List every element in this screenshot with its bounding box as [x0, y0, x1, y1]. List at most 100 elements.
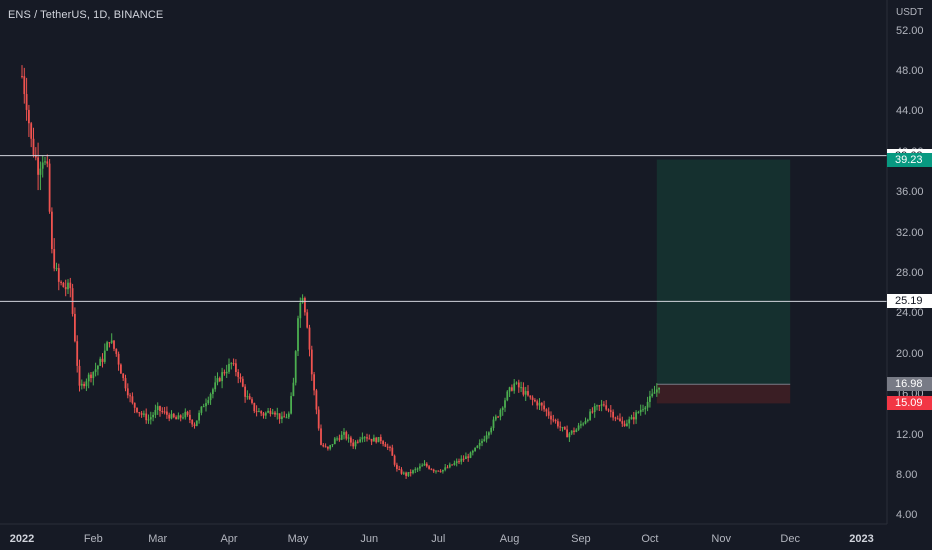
- candle-body: [494, 416, 497, 420]
- candle-body: [60, 281, 62, 283]
- candle-body: [485, 435, 488, 440]
- candle-body: [557, 421, 559, 427]
- candle-body: [421, 465, 424, 467]
- candle-body: [481, 441, 483, 443]
- candle-body: [635, 412, 637, 420]
- candle-body: [225, 371, 228, 374]
- candle-body: [396, 464, 398, 469]
- candle-body: [462, 458, 465, 460]
- candle-body: [637, 412, 640, 414]
- candle-body: [605, 405, 608, 410]
- candle-body: [591, 411, 594, 413]
- candle-body: [478, 442, 481, 446]
- candle-body: [41, 162, 44, 169]
- price-tag: 39.23: [887, 152, 932, 167]
- candle-body: [235, 363, 237, 373]
- candle-body: [612, 411, 614, 418]
- candle-body: [513, 383, 516, 391]
- candle-body: [356, 441, 359, 443]
- candle-body: [147, 419, 150, 421]
- candle-body: [550, 415, 552, 420]
- candle-body: [34, 154, 37, 158]
- candle-body: [455, 461, 458, 464]
- take-profit-zone: [656, 159, 791, 385]
- candle-body: [177, 415, 180, 420]
- candle-body: [628, 419, 631, 424]
- candle-body: [85, 381, 88, 387]
- candle-body: [577, 425, 580, 430]
- candle-body: [140, 413, 143, 415]
- candle-body: [297, 318, 299, 352]
- candle-body: [23, 76, 26, 95]
- candle-body: [345, 432, 348, 439]
- candle-body: [488, 432, 490, 436]
- price-tag: 15.09: [887, 396, 932, 411]
- candle-body: [563, 427, 566, 430]
- candle-body: [453, 463, 456, 465]
- candle-body: [304, 298, 306, 313]
- candle-body: [474, 447, 476, 451]
- candle-body: [145, 413, 148, 421]
- price-axis-tick: 36.00: [896, 186, 924, 199]
- candle-body: [159, 406, 161, 412]
- candle-body: [285, 417, 288, 419]
- candle-body: [336, 438, 338, 440]
- candle-body: [175, 417, 177, 420]
- candle-body: [195, 420, 198, 426]
- candle-body: [209, 394, 212, 401]
- candle-body: [632, 417, 635, 420]
- price-axis-tick: 24.00: [896, 307, 924, 320]
- candle-body: [315, 390, 318, 410]
- candle-body: [499, 410, 502, 417]
- candle-body: [423, 463, 426, 466]
- candle-body: [292, 382, 295, 397]
- time-axis-tick: Sep: [571, 533, 591, 545]
- candle-body: [106, 342, 108, 351]
- candle-body: [99, 358, 102, 366]
- candle-body: [170, 413, 173, 419]
- time-axis-tick: Dec: [780, 533, 800, 545]
- candle-body: [575, 429, 578, 432]
- candle-body: [62, 282, 65, 288]
- price-axis-tick: 32.00: [896, 226, 924, 239]
- candle-body: [67, 282, 69, 290]
- candle-body: [653, 392, 656, 394]
- candle-body: [405, 472, 407, 476]
- candle-body: [467, 456, 470, 458]
- candle-body: [212, 389, 214, 395]
- candle-body: [375, 437, 378, 443]
- candle-body: [649, 396, 651, 402]
- candle-body: [154, 410, 157, 415]
- candle-body: [120, 364, 122, 374]
- candle-body: [313, 374, 315, 391]
- candle-body: [207, 400, 210, 404]
- candle-body: [80, 383, 83, 386]
- candle-body: [593, 406, 596, 413]
- candle-body: [39, 168, 42, 175]
- candle-body: [258, 411, 260, 413]
- price-axis-tick: 12.00: [896, 428, 924, 441]
- candle-body: [90, 374, 92, 379]
- candle-body: [414, 469, 417, 471]
- candle-body: [515, 382, 518, 384]
- candle-body: [603, 404, 605, 406]
- candle-body: [419, 466, 421, 469]
- candle-body: [600, 404, 603, 406]
- candle-body: [124, 378, 127, 389]
- candle-body: [566, 429, 568, 438]
- candle-body: [69, 282, 72, 289]
- candle-body: [57, 268, 60, 282]
- candle-body: [136, 407, 138, 413]
- candle-body: [333, 438, 336, 445]
- candle-body: [32, 138, 35, 155]
- candle-body: [138, 412, 141, 414]
- candle-body: [506, 391, 509, 401]
- candle-body: [216, 378, 219, 383]
- time-axis-tick: 2023: [849, 533, 874, 545]
- price-axis-tick: 52.00: [896, 24, 924, 37]
- candle-body: [232, 363, 235, 365]
- candle-body: [573, 430, 575, 432]
- candle-body: [400, 469, 403, 474]
- candle-body: [189, 414, 191, 420]
